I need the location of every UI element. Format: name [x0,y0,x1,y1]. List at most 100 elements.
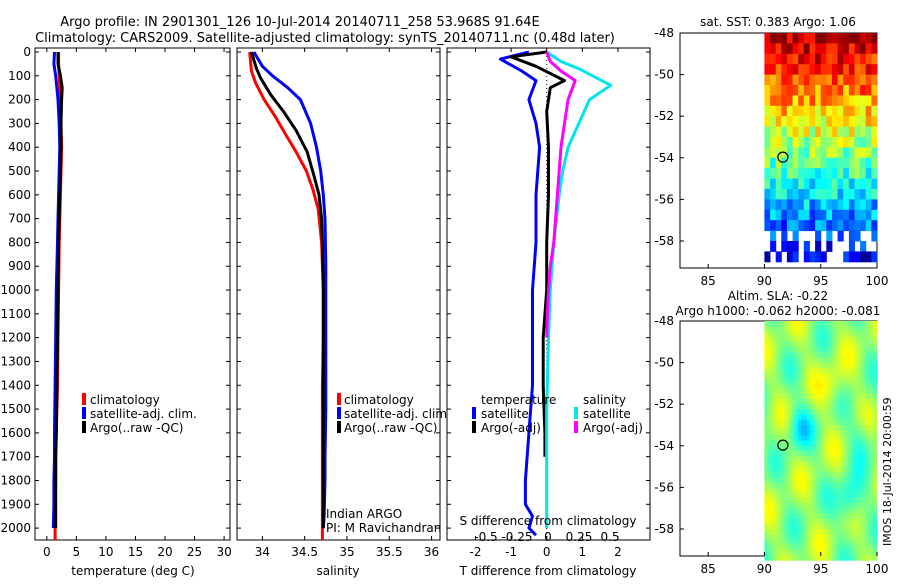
map-cell [846,508,850,514]
map-cell [792,367,796,374]
map-cell [775,116,782,128]
map-cell [786,64,793,76]
map-cell [792,404,796,410]
map-cell [801,440,805,447]
map-cell [789,497,794,504]
map-cell [829,357,833,364]
map-cell [789,352,794,358]
map-cell [809,367,813,374]
map-cell [803,456,808,462]
map-cell [860,241,867,252]
map-cell [865,326,869,332]
map-cell [795,414,799,421]
map-cell [812,549,816,556]
map-cell [854,105,861,117]
map-cell [775,399,779,405]
map-cell [868,430,872,436]
map-cell [826,341,830,348]
legend-label-s-satellite: satellite [583,407,631,421]
map-cell [812,534,816,540]
map-cell [840,373,844,379]
map-cell [775,425,779,431]
map-cell [764,74,771,86]
map-cell [775,466,779,473]
map-cell [871,168,878,180]
map-cell [832,523,836,530]
map-cell [846,440,850,447]
map-cell [815,220,822,232]
map-cell [775,477,779,483]
map-cell [764,471,768,478]
map-cell [843,487,847,494]
map-cell [764,137,771,148]
map-cell [871,85,878,96]
map-cell [815,534,819,540]
map-cell [798,383,802,390]
map-cell [784,477,788,483]
map-cell [871,529,875,535]
map-cell [868,414,872,421]
map-cell [817,321,822,327]
map-cell [795,539,799,546]
map-cell [832,487,836,494]
map-cell [843,43,850,55]
map-cell [843,373,847,379]
map-cell [812,440,816,447]
map-cell [871,414,875,421]
map-cell [857,409,861,416]
map-cell [857,373,861,379]
map-cell [801,331,805,338]
map-cell [775,168,782,180]
map-cell [834,440,839,447]
map-cell [851,518,855,525]
map-cell [829,414,833,421]
map-cell [798,435,802,442]
map-cell [820,64,827,76]
map-cell [857,383,861,390]
map-cell [837,523,841,530]
map-cell [781,220,788,232]
map-cell [775,209,782,221]
map-cell [778,409,782,416]
map-cell [809,425,813,431]
map-cell [781,487,785,494]
map-cell [784,388,788,395]
map-cell [815,373,819,379]
map-cell [786,529,791,535]
map-cell [801,425,805,431]
map-cell [854,534,858,540]
map-cell [764,414,768,421]
s-tick-label: 0.5 [600,530,619,544]
map-cell [803,43,810,55]
legend-label-climatology: climatology [90,393,160,407]
map-cell [820,544,824,551]
map-cell [840,399,844,405]
map-cell [817,445,822,452]
map-cell [809,85,816,96]
map-cell [795,482,799,488]
x-tick-label: 100 [866,274,889,288]
map-cell [778,461,782,468]
map-cell [820,336,824,343]
map-cell [851,508,855,514]
map-cell [843,137,850,148]
map-cell [865,414,869,421]
map-cell [829,523,833,530]
map-cell [775,503,779,509]
map-cell [789,430,794,436]
map-cell [868,425,872,431]
map-cell [775,362,779,369]
map-cell [854,404,858,410]
map-cell [781,529,785,535]
map-cell [778,362,782,369]
map-cell [834,399,839,405]
map-cell [775,544,779,551]
map-cell [862,383,867,390]
map-cell [772,471,777,478]
map-cell [792,471,796,478]
map-cell [826,477,830,483]
map-cell [871,409,875,416]
map-cell [798,456,802,462]
map-cell [795,378,799,384]
x-tick-label: 85 [701,274,716,288]
